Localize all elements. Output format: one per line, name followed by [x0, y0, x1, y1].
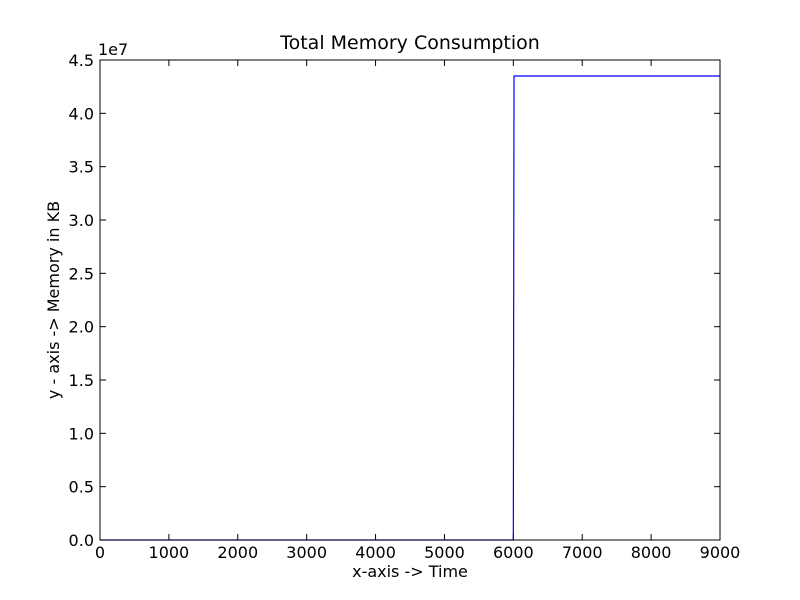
- y-tick-label: 2.0: [69, 318, 94, 337]
- y-tick-label: 0.5: [69, 478, 94, 497]
- y-tick-label: 0.0: [69, 531, 94, 550]
- series-layer: [100, 75, 720, 541]
- x-tick-label: 9000: [700, 543, 741, 562]
- x-tick-label: 7000: [562, 543, 603, 562]
- ticks-layer: 0 1000 2000 3000 4000 5000 6000 7000 8000 9000 0.0…: [69, 51, 741, 562]
- x-tick-label: 5000: [424, 543, 465, 562]
- y-tick-label: 4.0: [69, 104, 94, 123]
- x-tick-label: 1000: [149, 543, 190, 562]
- y-tick-label: 2.5: [69, 264, 94, 283]
- y-tick-label: 4.5: [69, 51, 94, 70]
- series-line: [100, 75, 720, 541]
- x-tick-label: 2000: [217, 543, 258, 562]
- y-tick-label: 3.5: [69, 158, 94, 177]
- chart-title: Total Memory Consumption: [279, 32, 540, 54]
- x-tick-label: 8000: [631, 543, 672, 562]
- y-tick-label: 1.5: [69, 371, 94, 390]
- x-tick-label: 6000: [493, 543, 534, 562]
- y-axis-title: y - axis -> Memory in KB: [44, 201, 63, 399]
- x-axis-title: x-axis -> Time: [352, 562, 468, 581]
- x-tick-label: 4000: [355, 543, 396, 562]
- x-tick-label: 0: [95, 543, 105, 562]
- y-tick-label: 1.0: [69, 424, 94, 443]
- plot-area-frame: [99, 59, 721, 541]
- x-tick-label: 3000: [286, 543, 327, 562]
- y-offset-label: 1e7: [98, 40, 128, 59]
- y-tick-label: 3.0: [69, 211, 94, 230]
